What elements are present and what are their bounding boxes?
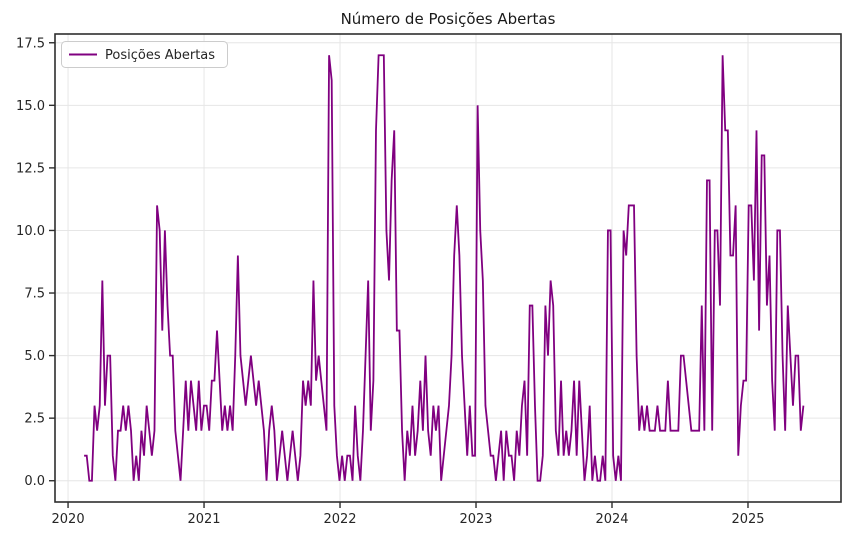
x-axis-tick-label: 2022 — [323, 512, 356, 527]
y-axis-tick-label: 17.5 — [16, 36, 45, 51]
plot-border — [54, 33, 842, 503]
y-axis-tick-label: 7.5 — [24, 287, 45, 302]
y-axis-tick-label: 15.0 — [16, 99, 45, 114]
legend: Posições Abertas — [61, 41, 228, 68]
y-axis-tick-label: 10.0 — [16, 224, 45, 239]
legend-label: Posições Abertas — [105, 48, 215, 63]
y-axis-tick-label: 0.0 — [24, 474, 45, 489]
y-axis-tick-label: 2.5 — [24, 412, 45, 427]
legend-box — [61, 41, 228, 68]
tick-labels: 2020 2021 2022 2023 2024 2025 0.0 2.5 5.0 7.5 10.0… — [16, 36, 764, 527]
x-axis-tick-label: 2023 — [459, 512, 492, 527]
x-axis-tick-label: 2021 — [187, 512, 220, 527]
chart-title: Número de Posições Abertas — [341, 10, 556, 28]
x-axis-tick-label: 2024 — [595, 512, 628, 527]
x-axis-tick-label: 2025 — [731, 512, 764, 527]
tick-marks — [49, 42, 749, 508]
series-line — [84, 54, 805, 482]
x-axis-tick-label: 2020 — [52, 512, 85, 527]
y-axis-tick-label: 5.0 — [24, 349, 45, 364]
y-axis-tick-label: 12.5 — [16, 161, 45, 176]
